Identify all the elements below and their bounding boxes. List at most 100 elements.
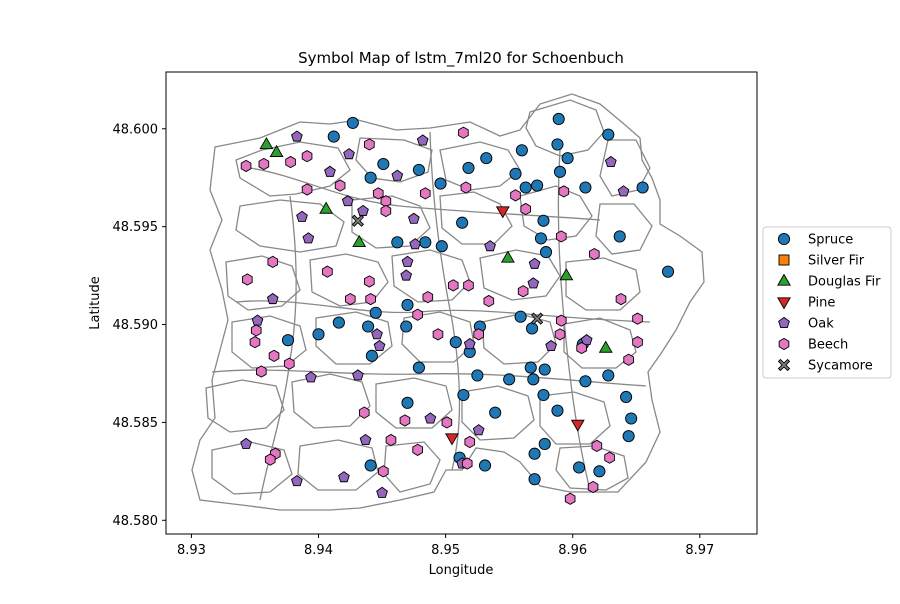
marker-oak [545, 339, 557, 352]
marker-spruce [377, 157, 390, 171]
y-tick-label: 48.600 [113, 122, 159, 137]
district-boundary [351, 195, 431, 249]
marker-spruce [538, 437, 551, 450]
marker-spruce [419, 236, 432, 249]
legend-marker-oak [778, 316, 790, 328]
marker-spruce [579, 375, 592, 388]
marker-spruce [573, 461, 586, 474]
legend-item-oak: Oak [778, 316, 834, 332]
marker-spruce [391, 236, 404, 249]
legend-label: Douglas Fir [808, 275, 881, 290]
marker-beech [461, 457, 473, 470]
marker-spruce [503, 373, 516, 386]
marker-beech [483, 294, 495, 308]
marker-beech [301, 183, 313, 196]
legend-marker-pine [777, 297, 791, 310]
marker-spruce [551, 138, 564, 151]
marker-oak [424, 412, 437, 424]
marker-spruce [620, 390, 633, 404]
marker-spruce [412, 163, 425, 176]
marker-pine [445, 433, 459, 446]
marker-spruce [593, 465, 606, 478]
marker-beech [432, 328, 444, 341]
marker-spruce [365, 349, 378, 362]
marker-spruce [401, 298, 414, 312]
district-boundary [439, 141, 521, 191]
marker-spruce [362, 320, 375, 333]
marker-beech [623, 353, 634, 366]
legend-marker-beech [778, 337, 790, 351]
y-tick-label: 48.585 [113, 416, 159, 431]
marker-beech [249, 336, 261, 349]
legend-item-sycamore: Sycamore [777, 359, 873, 374]
marker-spruce [537, 388, 550, 402]
marker-spruce [531, 179, 544, 192]
marker-beech [441, 416, 453, 429]
district-boundary [205, 379, 285, 433]
marker-spruce [480, 152, 493, 165]
marker-spruce [327, 130, 340, 143]
marker-spruce [602, 128, 615, 141]
marker-spruce [449, 336, 462, 349]
marker-spruce [537, 214, 550, 227]
legend-label: Pine [808, 296, 835, 311]
marker-spruce [281, 334, 295, 347]
marker-beech [256, 365, 267, 378]
district-boundary [461, 385, 535, 441]
marker-beech [365, 292, 376, 306]
series-beech [240, 126, 643, 505]
district-boundary [235, 300, 651, 323]
marker-spruce [514, 310, 527, 323]
district-boundary [429, 131, 461, 471]
marker-spruce [346, 116, 359, 129]
marker-beech [385, 433, 397, 447]
marker-spruce [538, 363, 551, 376]
legend-item-silver-fir: Silver Fir [778, 254, 865, 269]
marker-oak [338, 471, 350, 483]
marker-oak [373, 339, 386, 352]
marker-oak [266, 292, 279, 305]
legend: Spruce Silver Fir Douglas Fir Pine Oak Beech S… [762, 226, 892, 379]
marker-beech [380, 204, 392, 218]
marker-beech [399, 414, 411, 427]
marker-oak [580, 334, 593, 346]
district-boundary [191, 93, 705, 511]
legend-label: Oak [808, 317, 834, 332]
markers-layer [240, 112, 675, 505]
marker-spruce [528, 447, 541, 460]
district-boundary [297, 439, 379, 491]
marker-oak [357, 204, 369, 216]
marker-beech [364, 138, 375, 151]
marker-douglas-fir [269, 144, 284, 157]
marker-oak [400, 269, 413, 281]
marker-beech [615, 292, 627, 306]
x-axis-label: Longitude [429, 563, 494, 578]
district-boundary [309, 253, 389, 307]
legend-marker-spruce [777, 232, 791, 246]
marker-spruce [401, 396, 414, 409]
marker-spruce [456, 216, 469, 229]
marker-beech [632, 312, 643, 325]
marker-beech [364, 275, 375, 288]
x-tick-label: 8.95 [431, 543, 460, 558]
marker-spruce [602, 369, 615, 382]
marker-spruce [369, 306, 382, 319]
marker-oak [472, 424, 485, 436]
marker-oak [409, 238, 421, 250]
marker-spruce [364, 171, 377, 184]
marker-spruce [622, 430, 635, 443]
marker-beech [517, 285, 529, 298]
marker-beech [564, 492, 576, 505]
district-boundary [519, 185, 593, 241]
marker-beech [240, 159, 252, 173]
marker-oak [302, 232, 315, 244]
marker-spruce [636, 181, 649, 194]
district-boundary [375, 377, 453, 429]
marker-pine [570, 419, 585, 432]
y-tick-label: 48.590 [113, 318, 159, 333]
marker-oak [617, 185, 630, 197]
marker-beech [285, 155, 296, 169]
marker-beech [250, 324, 262, 337]
marker-beech [473, 328, 484, 341]
marker-douglas-fir [352, 234, 367, 247]
